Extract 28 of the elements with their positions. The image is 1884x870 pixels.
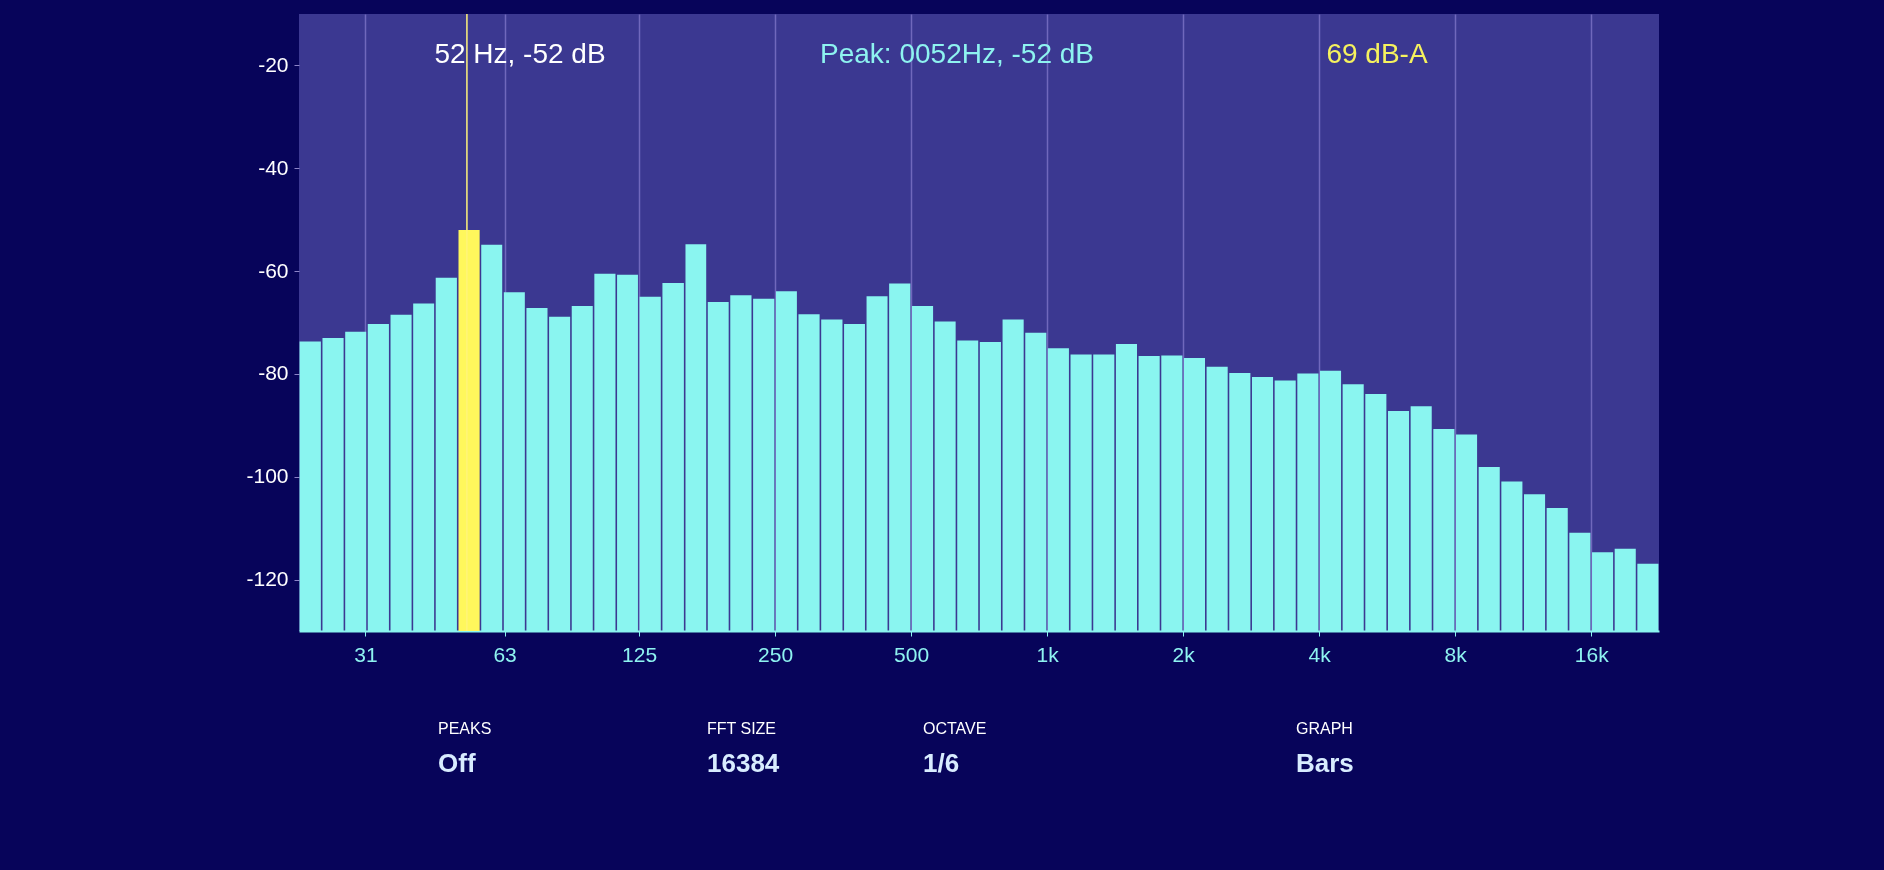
y-tick-label: -20 <box>258 52 289 76</box>
text: 1/6 <box>923 748 960 778</box>
x-tick-label: 31 <box>354 642 378 666</box>
annotation: 52 Hz, -52 dB <box>434 38 606 69</box>
x-tick-label: 250 <box>758 642 794 666</box>
y-tick-label: -60 <box>258 258 289 282</box>
text: 16384 <box>707 748 780 778</box>
bar <box>458 229 480 631</box>
text: PEAKS <box>438 720 492 737</box>
text: Bars <box>1296 748 1354 778</box>
text: FFT SIZE <box>707 720 777 737</box>
annotation: 69 dB-A <box>1326 38 1428 69</box>
y-tick-label: -40 <box>258 155 289 179</box>
x-tick-label: 2k <box>1172 642 1196 666</box>
x-tick-label: 63 <box>493 642 517 666</box>
x-tick-label: 500 <box>894 642 930 666</box>
x-tick-label: 125 <box>622 642 658 666</box>
x-tick-label: 1k <box>1036 642 1060 666</box>
y-tick-label: -100 <box>246 464 289 488</box>
text: GRAPH <box>1296 720 1353 737</box>
x-tick-label: 4k <box>1308 642 1332 666</box>
x-tick-label: 16k <box>1574 642 1610 666</box>
y-tick-label: -120 <box>246 567 289 591</box>
annotation: Peak: 0052Hz, -52 dB <box>820 38 1094 69</box>
text: Off <box>438 748 476 778</box>
x-tick-label: 8k <box>1444 642 1468 666</box>
text: OCTAVE <box>923 720 987 737</box>
y-tick-label: -80 <box>258 361 289 385</box>
